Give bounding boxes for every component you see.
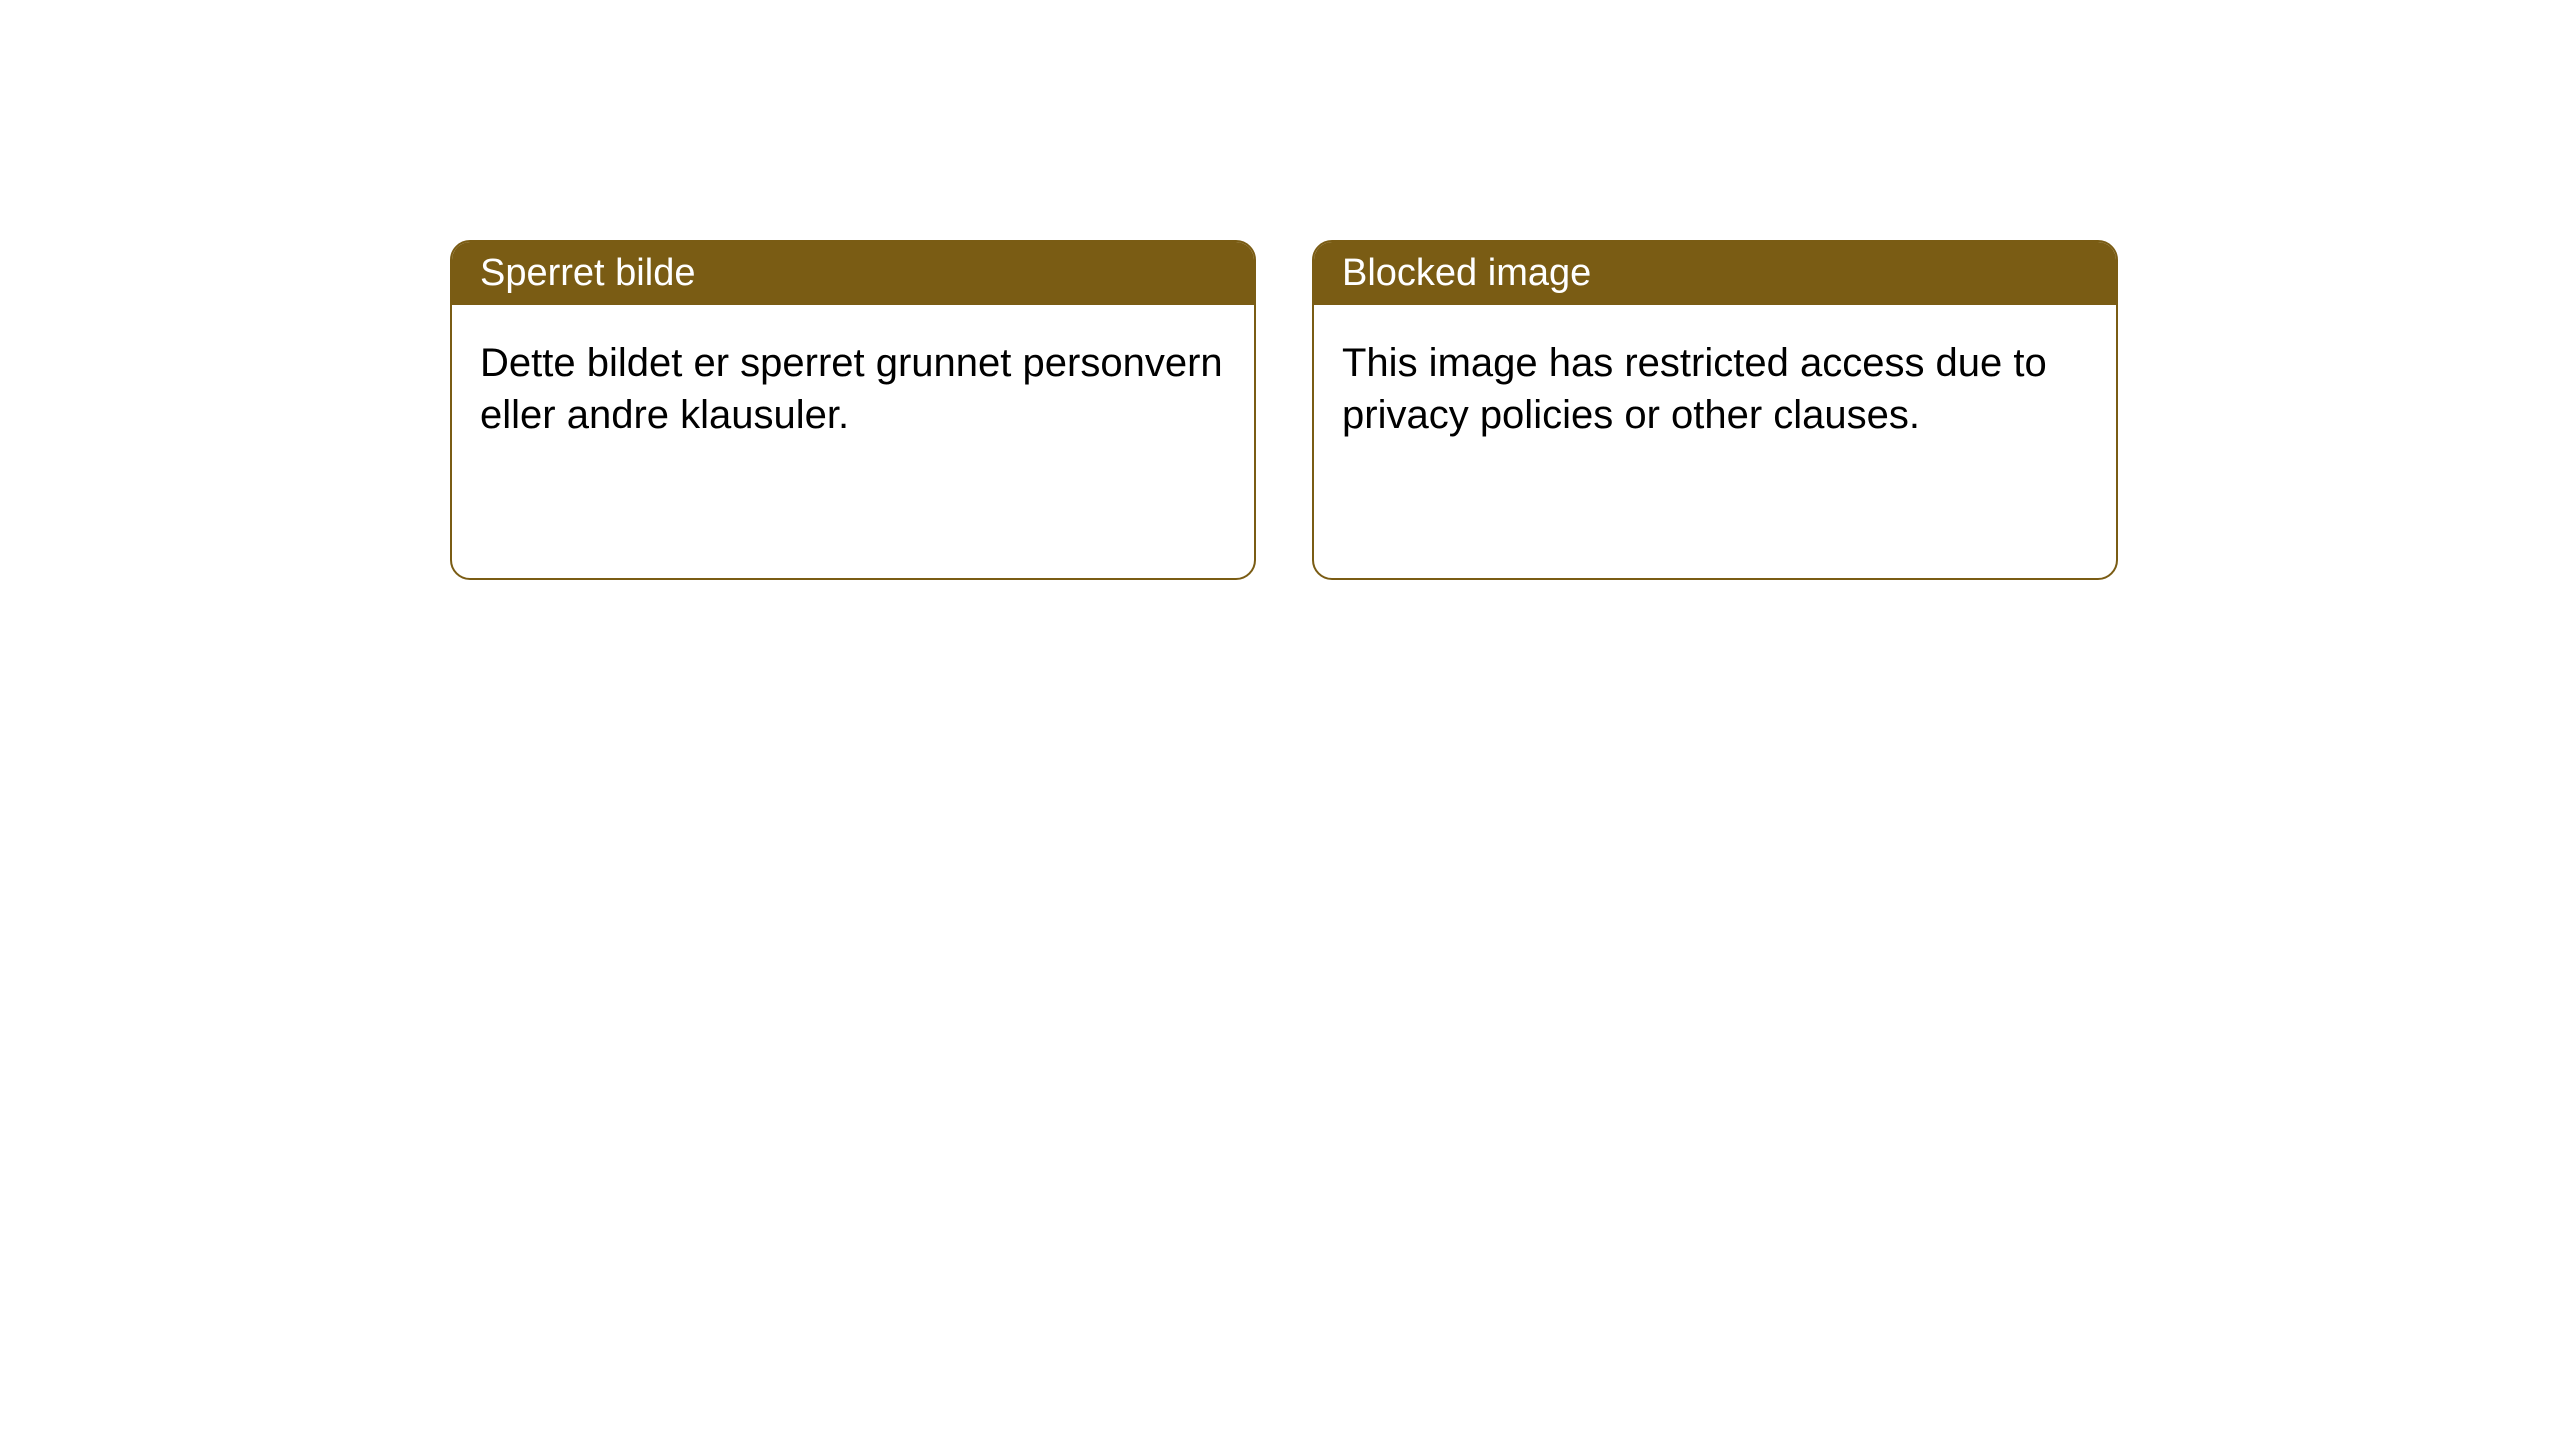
card-body-english: This image has restricted access due to … bbox=[1314, 305, 2116, 473]
card-body-norwegian: Dette bildet er sperret grunnet personve… bbox=[452, 305, 1254, 473]
card-title-english: Blocked image bbox=[1314, 242, 2116, 305]
blocked-image-notices: Sperret bilde Dette bildet er sperret gr… bbox=[450, 240, 2118, 580]
card-english: Blocked image This image has restricted … bbox=[1312, 240, 2118, 580]
card-norwegian: Sperret bilde Dette bildet er sperret gr… bbox=[450, 240, 1256, 580]
card-title-norwegian: Sperret bilde bbox=[452, 242, 1254, 305]
